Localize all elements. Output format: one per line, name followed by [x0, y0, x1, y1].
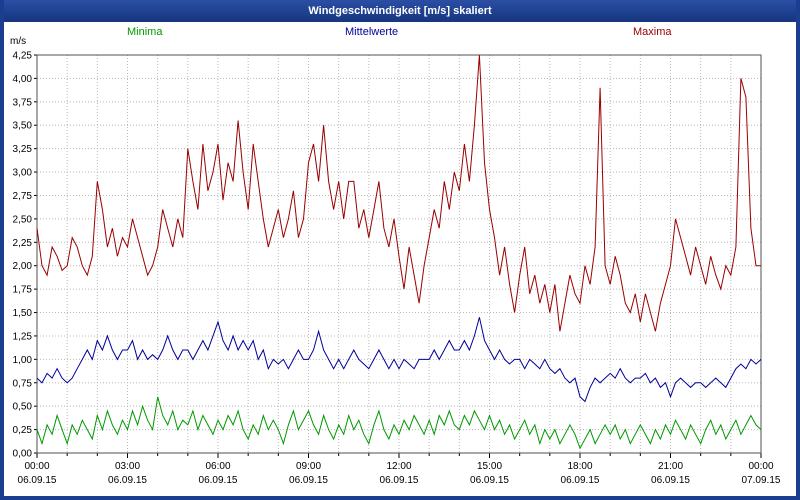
- legend-maxima: Maxima: [633, 26, 672, 38]
- svg-text:07.09.15: 07.09.15: [742, 475, 781, 486]
- svg-text:06.09.15: 06.09.15: [289, 475, 328, 486]
- svg-text:3,00: 3,00: [13, 168, 33, 179]
- svg-text:18:00: 18:00: [567, 461, 592, 472]
- svg-text:0,25: 0,25: [13, 425, 33, 436]
- svg-text:09:00: 09:00: [296, 461, 321, 472]
- svg-text:1,75: 1,75: [13, 285, 33, 296]
- svg-text:03:00: 03:00: [115, 461, 140, 472]
- svg-text:0,00: 0,00: [13, 449, 33, 460]
- svg-text:06.09.15: 06.09.15: [18, 475, 57, 486]
- legend-minima: Minima: [127, 26, 163, 38]
- svg-text:15:00: 15:00: [477, 461, 502, 472]
- svg-text:00:00: 00:00: [24, 461, 49, 472]
- svg-text:06.09.15: 06.09.15: [380, 475, 419, 486]
- series-maxima: [36, 54, 761, 332]
- svg-text:3,25: 3,25: [13, 144, 33, 155]
- chart-title: Windgeschwindigkeit [m/s] skaliert: [308, 5, 492, 17]
- svg-text:3,50: 3,50: [13, 121, 33, 132]
- svg-text:1,25: 1,25: [13, 331, 33, 342]
- svg-text:21:00: 21:00: [658, 461, 683, 472]
- svg-text:4,00: 4,00: [13, 74, 33, 85]
- svg-text:2,25: 2,25: [13, 238, 33, 249]
- svg-text:06.09.15: 06.09.15: [470, 475, 509, 486]
- svg-text:2,00: 2,00: [13, 261, 33, 272]
- wind-speed-chart-svg: 0,00 0,25 0,50 0,75 1,00 1,25 1,50 1,75 2,00 2,25…: [13, 51, 781, 487]
- svg-text:4,25: 4,25: [13, 51, 33, 62]
- y-axis-unit-label: m/s: [10, 36, 27, 47]
- svg-text:06.09.15: 06.09.15: [199, 475, 238, 486]
- svg-text:0,75: 0,75: [13, 378, 33, 389]
- svg-text:1,50: 1,50: [13, 308, 33, 319]
- series-minima: [36, 396, 762, 450]
- svg-text:3,75: 3,75: [13, 97, 33, 108]
- svg-text:06:00: 06:00: [205, 461, 230, 472]
- svg-text:2,50: 2,50: [13, 214, 33, 225]
- svg-text:00:00: 00:00: [748, 461, 773, 472]
- svg-text:06.09.15: 06.09.15: [651, 475, 690, 486]
- legend-mittelwerte: Mittelwerte: [345, 26, 399, 38]
- series-mittelwerte: [36, 317, 762, 403]
- svg-text:1,00: 1,00: [13, 355, 33, 366]
- svg-text:12:00: 12:00: [386, 461, 411, 472]
- titlebar: Windgeschwindigkeit [m/s] skaliert: [4, 0, 796, 22]
- svg-text:0,50: 0,50: [13, 402, 33, 413]
- svg-text:06.09.15: 06.09.15: [561, 475, 600, 486]
- svg-text:2,75: 2,75: [13, 191, 33, 202]
- svg-text:06.09.15: 06.09.15: [108, 475, 147, 486]
